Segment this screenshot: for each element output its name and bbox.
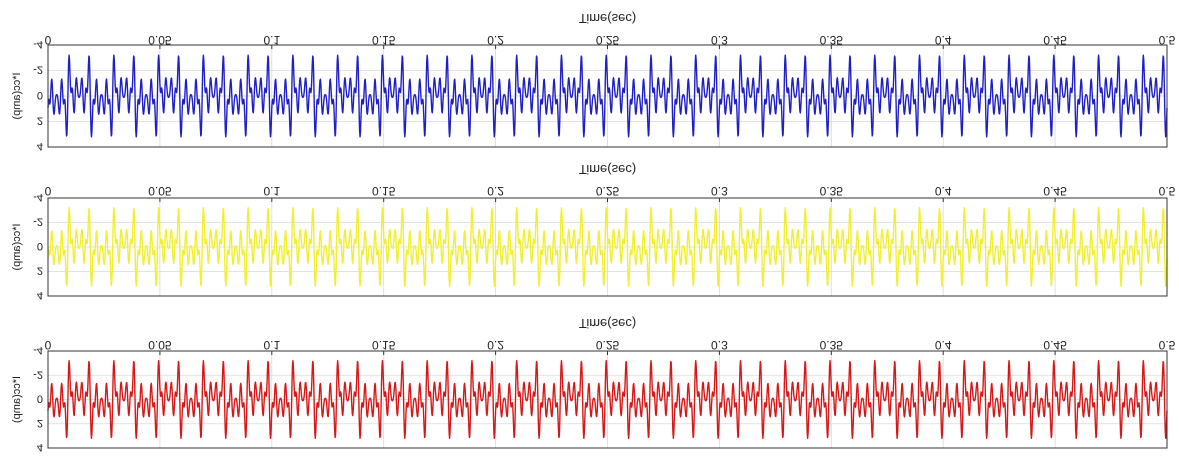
y-tick-label: 4 bbox=[37, 289, 43, 301]
x-tick-label: 0.25 bbox=[596, 184, 620, 198]
y-axis-label: I*cc(amp) bbox=[11, 223, 23, 270]
series-line bbox=[47, 207, 1168, 287]
x-tick-label: 0.1 bbox=[263, 184, 280, 198]
y-tick-label: -2 bbox=[33, 64, 43, 76]
x-tick-label: 0.25 bbox=[596, 33, 620, 47]
x-tick-label: 0 bbox=[45, 338, 52, 352]
y-axis-label: I*cc(amp) bbox=[11, 72, 23, 119]
y-tick-label: 0 bbox=[37, 393, 43, 405]
x-tick-label: 0.15 bbox=[372, 338, 396, 352]
y-tick-label: -2 bbox=[33, 368, 43, 380]
y-tick-label: 4 bbox=[37, 140, 43, 152]
x-tick-label: 0.5 bbox=[1159, 184, 1176, 198]
x-tick-label: 0.3 bbox=[711, 338, 728, 352]
x-tick-label: 0.45 bbox=[1043, 338, 1067, 352]
x-tick-label: 0.3 bbox=[711, 184, 728, 198]
y-tick-label: 2 bbox=[37, 265, 43, 277]
x-tick-label: 0.35 bbox=[820, 184, 844, 198]
x-tick-label: 0.2 bbox=[487, 33, 504, 47]
y-tick-label: -2 bbox=[33, 216, 43, 228]
x-tick-label: 0.1 bbox=[263, 33, 280, 47]
x-tick-label: 0 bbox=[45, 33, 52, 47]
y-tick-label: -4 bbox=[33, 191, 43, 203]
chart-panel-2: 0 0.05 0.1 0.15 0.2 0.25 0.3 0.35 0.4 0.45 0.5 Time… bbox=[11, 162, 1176, 301]
x-tick-label: 0.25 bbox=[596, 338, 620, 352]
x-tick-label: 0.1 bbox=[263, 338, 280, 352]
series-line bbox=[47, 360, 1168, 439]
x-tick-label: 0.4 bbox=[935, 184, 952, 198]
x-axis-label: Time(sec) bbox=[579, 316, 636, 331]
x-tick-label: 0.4 bbox=[935, 338, 952, 352]
x-tick-label: 0.45 bbox=[1043, 33, 1067, 47]
x-axis-label: Time(sec) bbox=[579, 11, 636, 26]
x-tick-label: 0.05 bbox=[148, 338, 172, 352]
x-tick-label: 0 bbox=[45, 184, 52, 198]
x-tick-label: 0.4 bbox=[935, 33, 952, 47]
y-tick-label: -4 bbox=[33, 344, 43, 356]
x-tick-label: 0.2 bbox=[487, 184, 504, 198]
y-tick-label: -4 bbox=[33, 38, 43, 50]
x-tick-label: 0.3 bbox=[711, 33, 728, 47]
x-axis-label: Time(sec) bbox=[579, 162, 636, 177]
y-axis-label: I*cc(amp) bbox=[11, 376, 23, 423]
x-tick-label: 0.15 bbox=[372, 33, 396, 47]
x-tick-label: 0.45 bbox=[1043, 184, 1067, 198]
x-tick-label: 0.35 bbox=[820, 33, 844, 47]
x-tick-label: 0.15 bbox=[372, 184, 396, 198]
x-tick-label: 0.35 bbox=[820, 338, 844, 352]
x-tick-label: 0.05 bbox=[148, 33, 172, 47]
series-line bbox=[47, 54, 1168, 138]
x-tick-label: 0.5 bbox=[1159, 33, 1176, 47]
chart-panel-1: 0 0.05 0.1 0.15 0.2 0.25 0.3 0.35 0.4 0.45 0.5 Time… bbox=[11, 11, 1176, 152]
x-tick-label: 0.05 bbox=[148, 184, 172, 198]
x-tick-label: 0.5 bbox=[1159, 338, 1176, 352]
y-tick-label: 2 bbox=[37, 417, 43, 429]
x-tick-label: 0.2 bbox=[487, 338, 504, 352]
y-tick-label: 0 bbox=[37, 89, 43, 101]
chart-panel-3: 0 0.05 0.1 0.15 0.2 0.25 0.3 0.35 0.4 0.45 0.5 Time… bbox=[11, 316, 1176, 453]
y-tick-label: 4 bbox=[37, 441, 43, 453]
y-tick-label: 2 bbox=[37, 115, 43, 127]
y-tick-label: 0 bbox=[37, 240, 43, 252]
